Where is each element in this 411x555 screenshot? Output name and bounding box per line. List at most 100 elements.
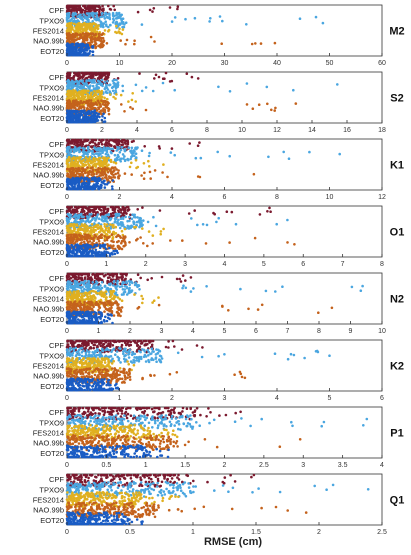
data-point bbox=[147, 221, 150, 224]
data-point bbox=[112, 90, 115, 93]
x-tick-label: 2 bbox=[118, 194, 122, 201]
data-point bbox=[107, 167, 110, 170]
data-point bbox=[184, 18, 187, 21]
data-point bbox=[88, 251, 91, 254]
data-point bbox=[93, 234, 96, 237]
data-point bbox=[93, 146, 96, 149]
data-point bbox=[145, 86, 148, 89]
data-point bbox=[80, 167, 83, 170]
data-point bbox=[252, 107, 255, 110]
data-point bbox=[133, 221, 136, 224]
data-point bbox=[79, 188, 82, 191]
data-point bbox=[67, 213, 70, 216]
data-point bbox=[95, 25, 98, 28]
panel-title: S2 bbox=[390, 93, 403, 105]
data-point bbox=[115, 93, 118, 96]
x-tick-label: 16 bbox=[343, 127, 351, 134]
data-point bbox=[96, 18, 99, 21]
category-label: CPF bbox=[49, 207, 64, 216]
data-point bbox=[117, 154, 120, 157]
data-point bbox=[73, 47, 76, 50]
data-point bbox=[119, 39, 122, 42]
data-point bbox=[79, 77, 82, 80]
data-point bbox=[126, 225, 129, 228]
data-point bbox=[69, 87, 72, 90]
data-point bbox=[87, 100, 90, 103]
data-point bbox=[86, 254, 89, 257]
data-point bbox=[206, 224, 209, 227]
data-point bbox=[100, 39, 103, 42]
data-point bbox=[108, 29, 111, 32]
data-point bbox=[106, 16, 109, 19]
data-point bbox=[75, 233, 78, 236]
data-point bbox=[104, 239, 107, 242]
data-point bbox=[173, 154, 176, 157]
data-point bbox=[121, 85, 124, 88]
data-point bbox=[74, 139, 77, 142]
data-point bbox=[162, 228, 165, 231]
data-point bbox=[114, 226, 117, 229]
data-point bbox=[86, 107, 89, 110]
x-tick-label: 8 bbox=[275, 194, 279, 201]
data-point bbox=[141, 227, 144, 230]
x-tick-label: 6 bbox=[170, 127, 174, 134]
data-point bbox=[127, 100, 130, 103]
data-point bbox=[90, 92, 93, 95]
data-point bbox=[111, 139, 114, 142]
data-point bbox=[151, 10, 154, 13]
data-point bbox=[97, 24, 100, 27]
data-point bbox=[143, 162, 146, 165]
data-point bbox=[181, 239, 184, 242]
data-point bbox=[131, 147, 134, 150]
data-point bbox=[82, 32, 85, 35]
data-point bbox=[123, 110, 126, 113]
data-point bbox=[103, 39, 106, 42]
data-point bbox=[137, 11, 140, 14]
data-point bbox=[110, 240, 113, 243]
data-point bbox=[165, 72, 168, 75]
data-point bbox=[94, 275, 97, 278]
data-point bbox=[92, 160, 95, 163]
data-point bbox=[82, 76, 85, 79]
data-point bbox=[96, 206, 99, 209]
data-point bbox=[143, 177, 146, 180]
data-point bbox=[103, 208, 106, 211]
data-point bbox=[95, 249, 98, 252]
data-point bbox=[94, 184, 97, 187]
data-point bbox=[82, 5, 85, 8]
data-point bbox=[154, 169, 157, 172]
data-point bbox=[126, 140, 129, 143]
data-point bbox=[122, 240, 125, 243]
data-point bbox=[102, 167, 105, 170]
data-point bbox=[169, 6, 172, 9]
data-point bbox=[108, 236, 111, 239]
data-point bbox=[125, 274, 128, 277]
data-point bbox=[109, 93, 112, 96]
data-point bbox=[124, 149, 127, 152]
data-point bbox=[299, 17, 302, 20]
data-point bbox=[87, 172, 90, 175]
data-point bbox=[127, 209, 130, 212]
data-point bbox=[92, 85, 95, 88]
data-point bbox=[142, 219, 145, 222]
data-point bbox=[78, 238, 81, 241]
data-point bbox=[70, 92, 73, 95]
data-point bbox=[80, 11, 83, 14]
data-point bbox=[86, 166, 89, 169]
data-point bbox=[101, 255, 104, 258]
data-point bbox=[286, 219, 289, 222]
data-point bbox=[133, 226, 136, 229]
data-point bbox=[106, 74, 109, 77]
data-point bbox=[152, 216, 155, 219]
category-label: FES2014 bbox=[33, 161, 64, 170]
data-point bbox=[82, 249, 85, 252]
data-point bbox=[94, 33, 97, 36]
category-label: CPF bbox=[49, 274, 64, 283]
data-point bbox=[213, 213, 216, 216]
data-point bbox=[78, 121, 81, 124]
data-point bbox=[153, 77, 156, 80]
data-point bbox=[135, 84, 138, 87]
data-point bbox=[170, 151, 173, 154]
